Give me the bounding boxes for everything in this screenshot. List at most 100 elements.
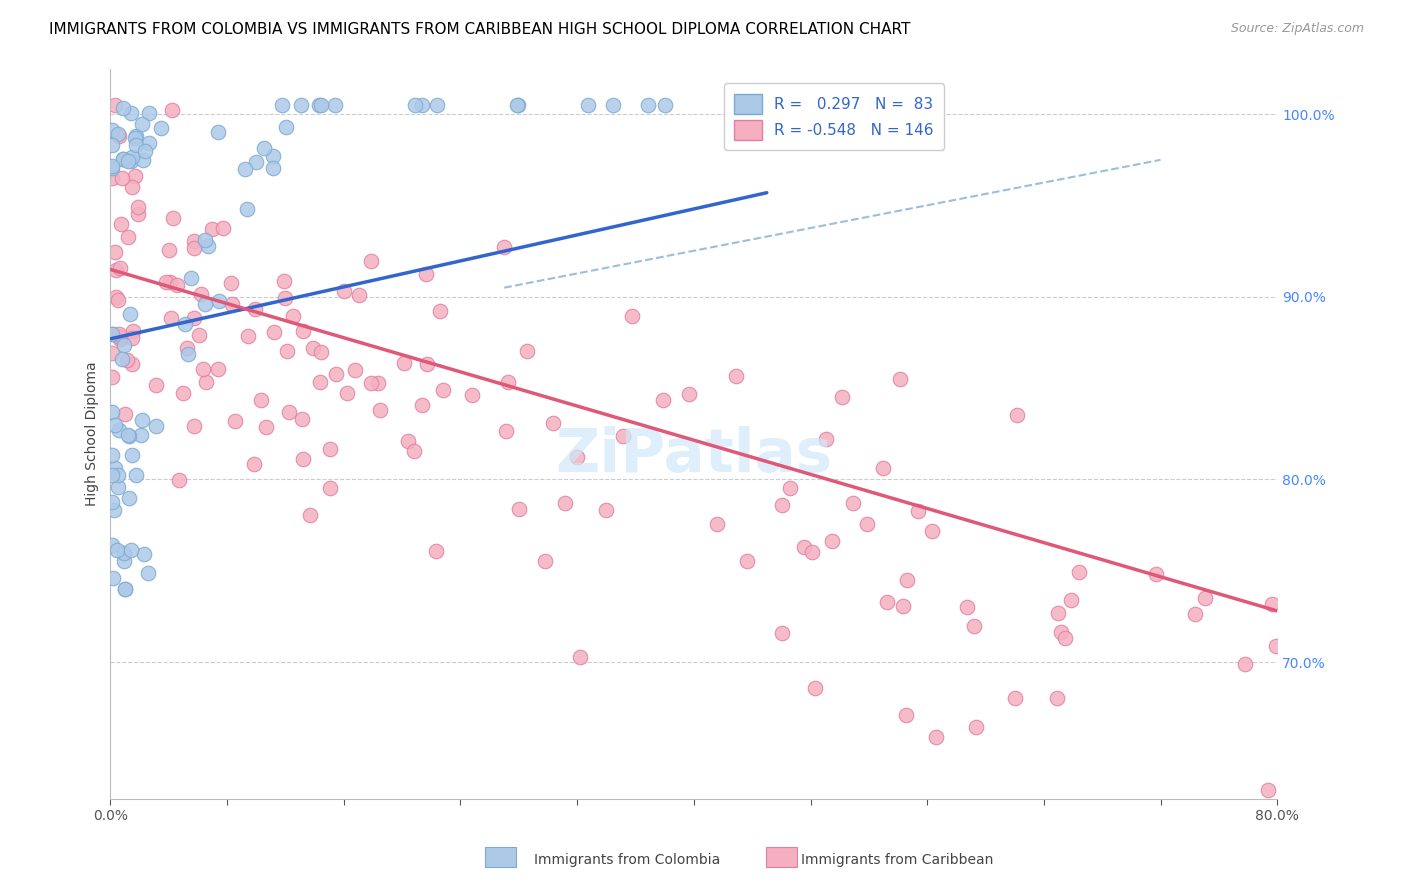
Point [176,341,198,355]
Point [112,338,135,352]
Point [115,353,138,368]
Point [188,327,211,342]
Point [103,244,125,259]
Point [889,372,911,386]
Point [1194,591,1216,605]
Point [318,481,340,495]
Point [131,117,153,131]
Point [159,311,181,326]
Point [769,98,792,112]
Point [568,650,591,665]
Text: ZiPatlas: ZiPatlas [555,426,832,485]
Point [138,136,160,150]
Point [415,267,437,281]
Point [166,278,188,293]
Point [101,327,124,342]
Point [167,474,190,488]
Point [101,571,124,585]
Point [921,524,943,538]
Point [183,234,205,248]
Point [111,153,134,167]
Point [956,599,979,614]
Point [101,468,124,483]
Point [1046,606,1069,620]
Point [145,378,167,392]
Point [121,331,143,345]
Point [101,448,124,462]
Point [360,254,382,268]
Point [157,244,180,258]
Point [411,398,433,412]
Point [107,129,129,144]
Point [221,297,243,311]
Point [461,387,484,401]
Point [425,543,447,558]
Point [108,423,131,437]
Text: IMMIGRANTS FROM COLOMBIA VS IMMIGRANTS FROM CARIBBEAN HIGH SCHOOL DIPLOMA CORREL: IMMIGRANTS FROM COLOMBIA VS IMMIGRANTS F… [49,22,911,37]
Point [107,127,129,141]
Point [856,516,879,531]
Point [245,301,267,316]
Point [138,106,160,120]
Point [160,103,183,118]
Point [245,155,267,169]
Point [177,347,200,361]
Point [101,326,124,341]
Point [105,262,128,277]
Point [325,368,347,382]
Point [208,294,231,309]
Point [238,329,260,343]
Point [735,554,758,568]
Point [121,153,143,168]
Point [183,310,205,325]
Point [925,730,948,744]
Point [132,153,155,168]
Point [404,443,426,458]
Point [193,362,215,376]
Point [281,310,304,324]
Point [1053,631,1076,645]
Point [159,275,181,289]
Point [654,98,676,112]
Point [101,170,124,185]
Point [103,503,125,517]
Point [101,123,124,137]
Point [190,287,212,301]
Point [602,98,624,112]
Point [124,131,146,145]
Point [554,496,576,510]
Point [107,293,129,308]
Point [104,98,127,112]
Point [793,541,815,555]
Point [965,720,987,734]
Point [224,414,246,428]
Point [396,434,419,448]
Point [117,230,139,244]
Point [172,385,194,400]
Point [534,554,557,568]
Point [101,161,124,175]
Text: Source: ZipAtlas.com: Source: ZipAtlas.com [1230,22,1364,36]
Point [1257,782,1279,797]
Point [145,418,167,433]
Point [706,516,728,531]
Point [105,543,128,558]
Point [254,420,277,434]
Point [1261,597,1284,611]
Point [111,152,134,166]
Point [101,346,124,360]
Point [595,503,617,517]
Point [367,376,389,391]
Point [1144,567,1167,582]
Point [253,141,276,155]
Point [652,393,675,408]
Point [1264,640,1286,654]
Point [194,297,217,311]
Point [110,217,132,231]
Point [124,169,146,183]
Point [110,351,132,366]
Point [621,310,644,324]
Point [896,573,918,587]
Point [101,369,124,384]
Point [336,385,359,400]
